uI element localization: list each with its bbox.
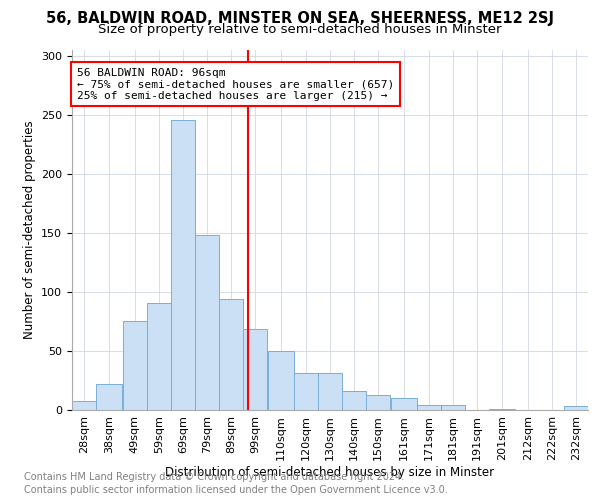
Text: 56 BALDWIN ROAD: 96sqm
← 75% of semi-detached houses are smaller (657)
25% of se: 56 BALDWIN ROAD: 96sqm ← 75% of semi-det… [77,68,394,101]
Text: Contains public sector information licensed under the Open Government Licence v3: Contains public sector information licen… [24,485,448,495]
Bar [244,328,267,410]
Bar [342,391,366,410]
Text: Contains HM Land Registry data © Crown copyright and database right 2024.: Contains HM Land Registry data © Crown c… [24,472,404,482]
Bar [318,374,342,410]
Bar [490,409,515,410]
Y-axis label: Number of semi-detached properties: Number of semi-detached properties [23,120,35,340]
Bar [441,406,465,410]
Bar [72,400,96,410]
Text: Size of property relative to semi-detached houses in Minster: Size of property relative to semi-detach… [98,22,502,36]
Bar [123,322,146,410]
Bar [268,351,293,410]
Bar [171,120,195,410]
X-axis label: Distribution of semi-detached houses by size in Minster: Distribution of semi-detached houses by … [166,466,494,478]
Bar [564,406,588,410]
Text: 56, BALDWIN ROAD, MINSTER ON SEA, SHEERNESS, ME12 2SJ: 56, BALDWIN ROAD, MINSTER ON SEA, SHEERN… [46,11,554,26]
Bar [97,384,122,410]
Bar [294,374,318,410]
Bar [417,406,440,410]
Bar [367,394,390,410]
Bar [391,398,416,410]
Bar [195,236,219,410]
Bar [147,302,170,410]
Bar [220,299,243,410]
